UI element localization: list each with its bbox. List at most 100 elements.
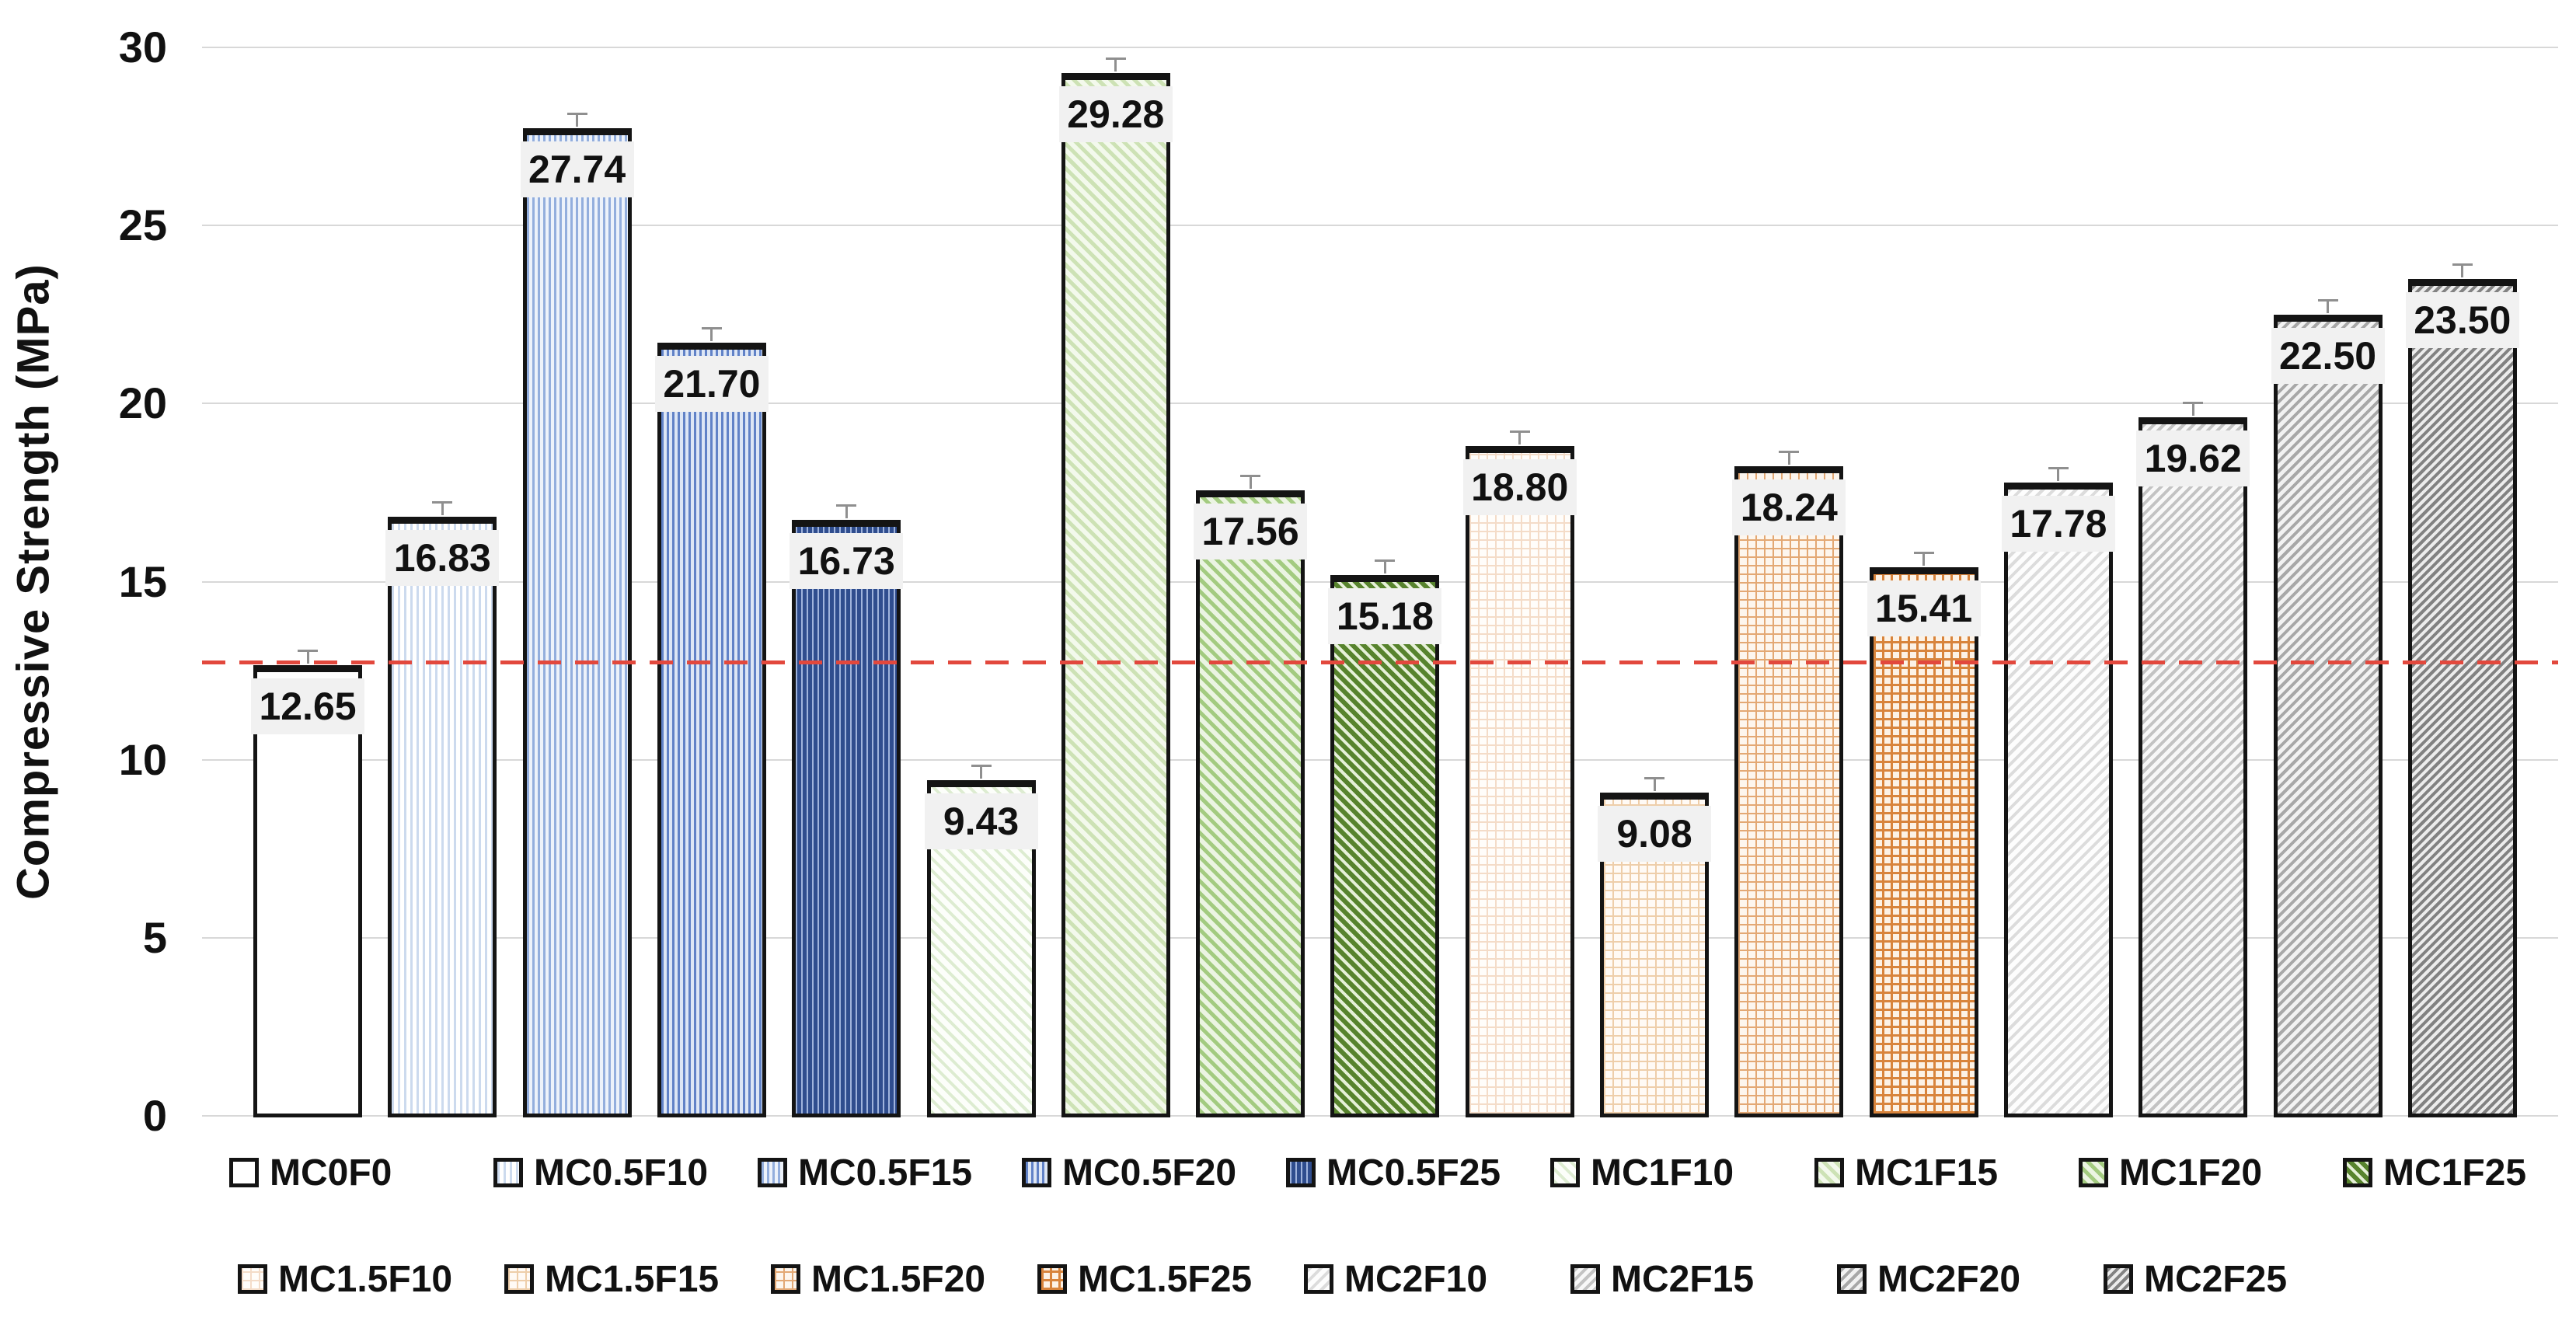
- error-whisker-cap: [701, 327, 722, 330]
- error-whisker-cap: [2452, 263, 2473, 266]
- legend-item: MC0.5F20: [1022, 1152, 1286, 1194]
- bar-value-label: 18.24: [1732, 479, 1846, 535]
- gridline: [202, 225, 2558, 227]
- error-whisker-stem: [1922, 551, 1926, 566]
- legend-label: MC2F25: [2144, 1258, 2288, 1300]
- bar: [1330, 575, 1440, 1117]
- bar-value-label: 16.73: [790, 533, 904, 590]
- error-whisker-stem: [1114, 58, 1117, 71]
- legend-item: MC0.5F10: [493, 1152, 758, 1194]
- legend-label: MC1.5F25: [1078, 1258, 1253, 1300]
- legend-row: MC0F0 MC0.5F10 MC0.5F15 MC0.5F20 MC0.5F25 MC1…: [229, 1152, 2576, 1194]
- legend-marker: [1286, 1158, 1316, 1187]
- error-whisker-cap: [836, 504, 857, 507]
- bar-value-label: 27.74: [520, 141, 634, 197]
- legend-item: MC1F20: [2079, 1152, 2343, 1194]
- error-whisker-stem: [576, 112, 579, 127]
- bar-value-label: 9.43: [924, 793, 1038, 849]
- bar-value-label: 21.70: [654, 356, 769, 413]
- legend-marker: [1022, 1158, 1051, 1187]
- bar: [792, 520, 901, 1117]
- legend-item: MC0F0: [229, 1152, 493, 1194]
- legend-marker: [1550, 1158, 1580, 1187]
- bar-value-label: 16.83: [385, 529, 500, 586]
- error-whisker-cap: [1375, 559, 1396, 563]
- error-whisker-stem: [2057, 467, 2060, 482]
- legend-label: MC1.5F15: [545, 1258, 720, 1300]
- legend-item: MC1F25: [2343, 1152, 2576, 1194]
- y-tick-label: 25: [118, 200, 167, 250]
- error-whisker-stem: [441, 500, 444, 515]
- bar-value-label: 23.50: [2405, 291, 2519, 348]
- gridline: [202, 403, 2558, 405]
- legend-label: MC1.5F20: [811, 1258, 986, 1300]
- legend-item: MC2F15: [1570, 1259, 1837, 1300]
- legend-item: MC2F25: [2104, 1258, 2370, 1300]
- legend-item: MC2F10: [1304, 1258, 1570, 1300]
- legend-item: MC1.5F10: [238, 1259, 504, 1300]
- error-whisker-stem: [1518, 430, 1522, 445]
- bar: [2003, 483, 2113, 1117]
- bar: [388, 516, 497, 1117]
- legend-marker: [758, 1158, 787, 1187]
- error-whisker-cap: [971, 764, 992, 767]
- error-whisker-stem: [1653, 776, 1656, 791]
- error-whisker-stem: [710, 327, 713, 342]
- error-whisker-cap: [298, 650, 318, 653]
- reference-line: [202, 660, 2558, 664]
- legend-marker: [1304, 1264, 1333, 1294]
- legend-label: MC0.5F15: [798, 1152, 973, 1194]
- bar-value-label: 17.78: [2001, 496, 2115, 552]
- bar-value-label: 15.18: [1328, 588, 1442, 645]
- error-whisker-cap: [1644, 776, 1664, 779]
- error-whisker-stem: [980, 764, 982, 779]
- legend-marker: [238, 1264, 267, 1294]
- error-whisker-cap: [1913, 551, 1934, 554]
- error-whisker-stem: [1787, 451, 1790, 465]
- legend-marker: [2343, 1158, 2372, 1187]
- legend-label: MC2F10: [1344, 1258, 1488, 1300]
- legend-label: MC0.5F20: [1062, 1152, 1237, 1194]
- error-whisker-stem: [1383, 559, 1386, 574]
- legend-label: MC0.5F10: [534, 1152, 709, 1194]
- legend-label: MC1F25: [2383, 1152, 2527, 1194]
- legend-label: MC2F20: [1877, 1258, 2021, 1300]
- error-whisker-cap: [1509, 430, 1530, 434]
- error-whisker-stem: [2461, 263, 2464, 277]
- legend-marker: [493, 1158, 523, 1187]
- y-tick-label: 15: [118, 556, 167, 606]
- bar: [2139, 417, 2248, 1117]
- bar-value-label: 9.08: [1598, 805, 1711, 862]
- bar-value-label: 15.41: [1867, 580, 1981, 636]
- bar-value-label: 17.56: [1194, 504, 1308, 560]
- gridline: [202, 47, 2558, 48]
- legend-marker: [229, 1158, 259, 1187]
- bar-value-label: 29.28: [1058, 86, 1173, 142]
- bar: [1734, 466, 1844, 1117]
- error-whisker-stem: [2327, 298, 2329, 313]
- error-whisker-stem: [306, 650, 309, 664]
- legend-marker: [1037, 1264, 1067, 1294]
- bar: [1061, 73, 1170, 1117]
- legend-label: MC1F20: [2119, 1152, 2263, 1194]
- error-whisker-cap: [1105, 58, 1126, 60]
- y-tick-label: 0: [142, 1091, 167, 1140]
- legend-marker: [504, 1264, 534, 1294]
- legend-item: MC1.5F25: [1037, 1258, 1304, 1300]
- bar: [253, 665, 362, 1117]
- error-whisker-cap: [432, 500, 453, 504]
- bar: [657, 343, 766, 1117]
- legend-label: MC1F10: [1591, 1152, 1734, 1194]
- bar-value-label: 12.65: [251, 678, 364, 735]
- error-whisker-cap: [1240, 475, 1261, 478]
- error-whisker-cap: [2048, 467, 2069, 470]
- error-whisker-cap: [1779, 451, 1800, 453]
- y-tick-label: 20: [118, 378, 167, 428]
- bar: [1196, 490, 1305, 1117]
- legend-marker: [2079, 1158, 2108, 1187]
- bar: [2407, 278, 2517, 1117]
- legend-item: MC0.5F15: [758, 1152, 1022, 1194]
- legend-marker: [2104, 1264, 2133, 1294]
